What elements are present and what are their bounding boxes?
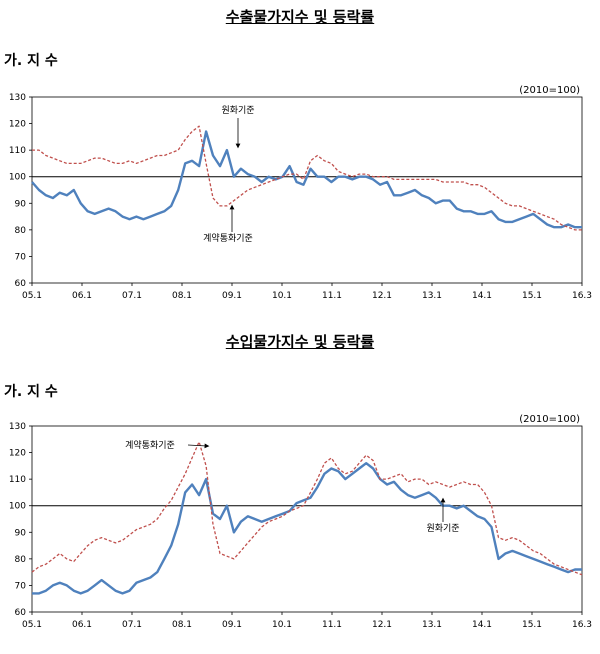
x-tick-label: 09.1 (222, 291, 242, 300)
x-tick-label: 12.1 (372, 291, 392, 300)
x-tick-label: 07.1 (122, 620, 142, 630)
x-tick-label: 14.1 (472, 291, 492, 300)
x-tick-label: 12.1 (372, 620, 392, 630)
y-tick-label: 110 (9, 146, 26, 156)
x-tick-label: 10.1 (272, 620, 292, 630)
unit-label: (2010=100) (519, 85, 580, 96)
x-tick-label: 13.1 (422, 620, 442, 630)
y-tick-label: 130 (9, 93, 26, 103)
y-tick-label: 70 (15, 252, 27, 262)
y-tick-label: 120 (9, 120, 26, 130)
y-tick-label: 120 (9, 449, 26, 459)
chart1-subtitle: 가. 지 수 (4, 53, 58, 69)
annotation-label: 원화기준 (426, 523, 459, 534)
y-tick-label: 100 (9, 173, 26, 183)
series-line-won-basis (31, 130, 582, 229)
chart2-svg: (2010=100) 60 70 80 90 100 110 120 130 05.1 06.1 07… (9, 414, 592, 630)
x-tick-label: 05.1 (22, 620, 42, 630)
x-tick-label: 16.3 (572, 291, 592, 300)
series-line-won-basis (32, 461, 582, 595)
x-tick-label: 11.1 (322, 291, 342, 300)
y-tick-label: 90 (15, 199, 27, 209)
x-tick-label: 06.1 (72, 291, 92, 300)
chart2-subtitle: 가. 지 수 (4, 384, 58, 400)
x-tick-label: 16.3 (572, 620, 592, 630)
x-tick-label: 08.1 (172, 291, 192, 300)
annotation-label: 원화기준 (221, 105, 254, 116)
chart2-title: 수입물가지수 및 등락률 (225, 333, 375, 351)
y-tick-label: 90 (15, 528, 27, 538)
annotation-label: 계약통화기준 (203, 232, 253, 244)
y-tick-label: 60 (15, 279, 27, 289)
x-tick-label: 08.1 (172, 620, 192, 630)
annotation-label: 계약통화기준 (125, 439, 175, 451)
plot-frame (31, 425, 583, 613)
y-tick-label: 70 (15, 581, 27, 591)
y-tick-label: 80 (15, 226, 27, 236)
x-tick-label: 09.1 (222, 620, 242, 630)
x-tick-label: 06.1 (72, 620, 92, 630)
unit-label: (2010=100) (519, 414, 580, 425)
y-tick-label: 130 (9, 422, 26, 432)
y-tick-label: 60 (15, 608, 27, 618)
x-tick-label: 14.1 (472, 620, 492, 630)
x-tick-label: 05.1 (22, 291, 42, 300)
annotation-arrow (187, 443, 210, 449)
x-tick-label: 15.1 (522, 620, 542, 630)
y-tick-label: 80 (15, 555, 27, 565)
plot-frame (31, 96, 583, 284)
chart1-svg: (2010=100) 60 70 80 90 100 110 120 130 05.1 06.1 07… (9, 85, 592, 300)
x-tick-label: 11.1 (322, 620, 342, 630)
chart1-title: 수출물가지수 및 등락률 (225, 8, 375, 26)
x-tick-label: 13.1 (422, 291, 442, 300)
series-line-contract-currency (32, 125, 582, 231)
y-tick-label: 110 (9, 475, 26, 485)
x-tick-label: 15.1 (522, 291, 542, 300)
x-tick-label: 10.1 (272, 291, 292, 300)
series-line-contract-currency (31, 441, 583, 576)
x-tick-label: 07.1 (122, 291, 142, 300)
y-tick-label: 100 (9, 502, 26, 512)
